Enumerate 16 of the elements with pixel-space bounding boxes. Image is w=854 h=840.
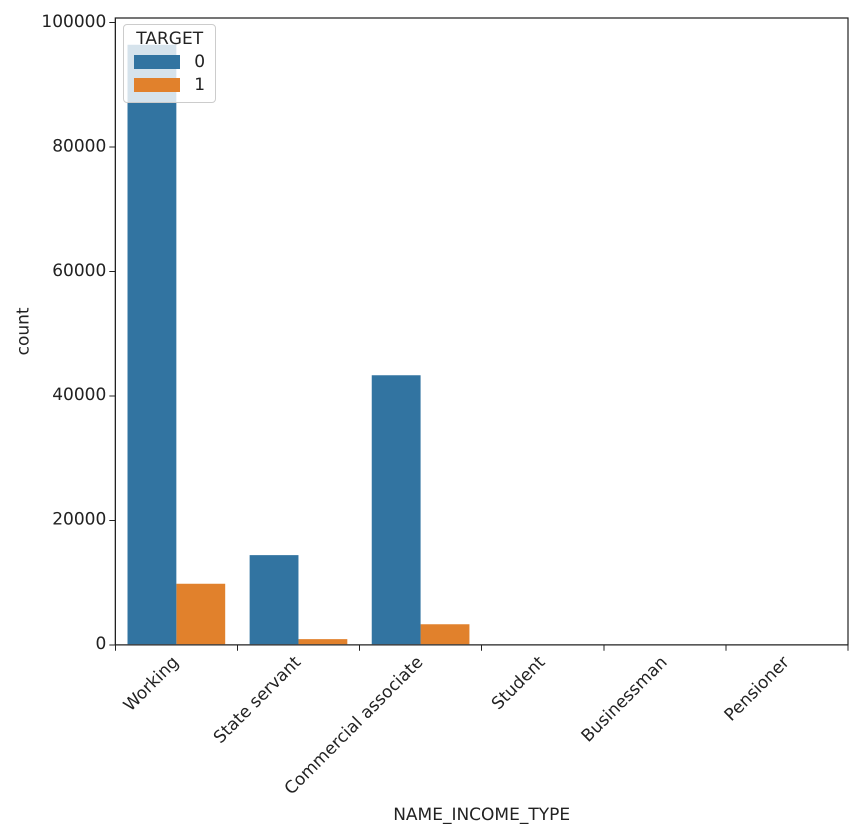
legend-title: TARGET	[135, 29, 204, 49]
y-tick-label: 0	[95, 634, 106, 654]
bar	[372, 375, 421, 644]
y-tick-label: 60000	[52, 260, 106, 281]
y-tick-label: 80000	[52, 136, 106, 156]
y-tick-label: 40000	[52, 385, 106, 406]
bar	[250, 555, 298, 644]
x-axis-title: NAME_INCOME_TYPE	[393, 805, 570, 826]
bar	[176, 584, 226, 644]
legend-label: 1	[194, 75, 206, 95]
bar	[420, 624, 470, 644]
y-tick-label: 20000	[52, 510, 106, 530]
bar	[298, 639, 348, 644]
legend-label: 0	[194, 52, 206, 72]
y-axis-title: count	[14, 307, 34, 356]
y-tick-label: 100000	[41, 12, 106, 32]
